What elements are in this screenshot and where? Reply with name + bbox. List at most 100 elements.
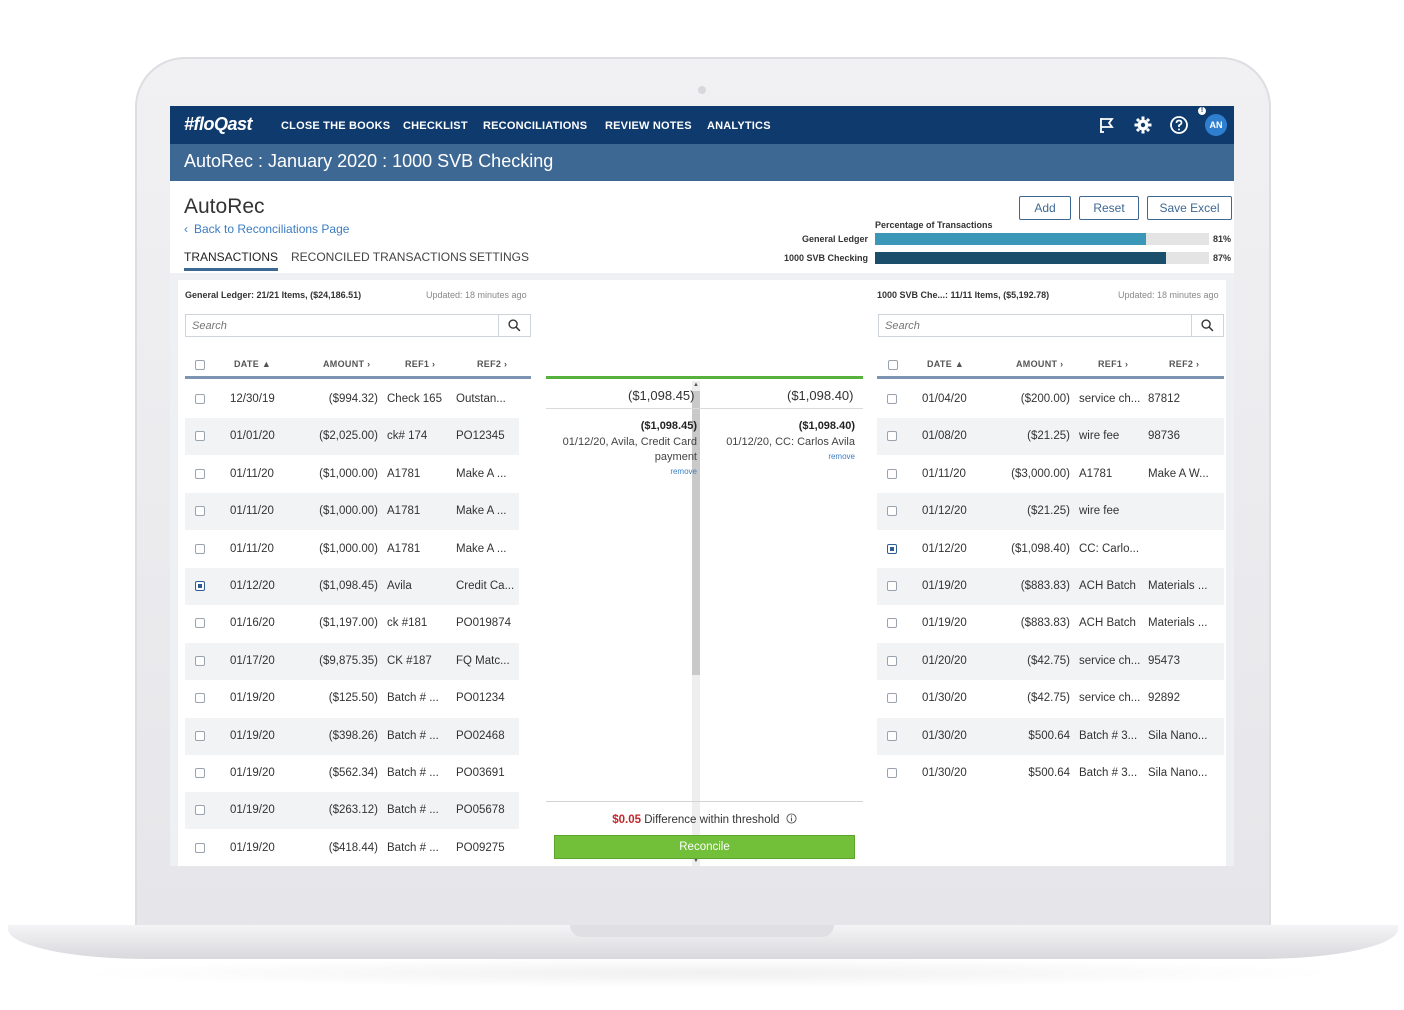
gl-row-checkbox[interactable]	[195, 431, 205, 442]
gl-row-checkbox[interactable]	[195, 543, 205, 554]
gl-col-ref1[interactable]: REF1 ›	[405, 359, 436, 369]
bank-row-checkbox[interactable]	[887, 655, 897, 666]
gl-search-input[interactable]	[186, 315, 498, 336]
tab-reconciled-transactions[interactable]: RECONCILED TRANSACTIONS	[291, 250, 467, 264]
bank-col-ref1[interactable]: REF1 ›	[1098, 359, 1129, 369]
bank-table-row[interactable]: 01/04/20 ($200.00) service ch... 87812	[877, 381, 1224, 418]
gl-table-row[interactable]: 01/19/20 ($263.12) Batch # ... PO05678	[185, 792, 519, 830]
bank-row-checkbox[interactable]	[887, 431, 897, 442]
gl-percentage-fill	[875, 233, 1146, 245]
gl-table-row[interactable]: 12/30/19 ($994.32) Check 165 Outstan...	[185, 381, 519, 418]
reset-button[interactable]: Reset	[1079, 196, 1139, 220]
bank-col-amount[interactable]: AMOUNT ›	[1016, 359, 1064, 369]
scroll-thumb[interactable]	[692, 391, 700, 675]
right-match-remove-link[interactable]: remove	[828, 452, 855, 461]
bank-cell-date: 01/04/20	[922, 393, 967, 405]
bank-cell-date: 01/30/20	[922, 767, 967, 779]
bank-row-checkbox[interactable]	[887, 506, 897, 517]
reconcile-button[interactable]: Reconcile	[554, 835, 855, 859]
bank-row-checkbox[interactable]	[887, 693, 897, 704]
gl-row-checkbox[interactable]	[195, 506, 205, 517]
gl-col-amount[interactable]: AMOUNT ›	[323, 359, 371, 369]
left-match-remove-link[interactable]: remove	[670, 467, 697, 476]
help-icon[interactable]	[1169, 115, 1189, 135]
gl-row-checkbox[interactable]	[195, 730, 205, 741]
nav-close-the-books[interactable]: CLOSE THE BOOKS	[281, 120, 391, 132]
scroll-down-icon[interactable]: ▼	[693, 858, 699, 864]
bank-row-checkbox[interactable]	[887, 618, 897, 629]
bank-row-checkbox[interactable]	[887, 468, 897, 479]
nav-checklist[interactable]: CHECKLIST	[403, 120, 468, 132]
gl-table-row[interactable]: 01/19/20 ($562.34) Batch # ... PO03691	[185, 755, 519, 792]
gl-select-all-checkbox[interactable]	[195, 360, 205, 370]
gl-row-checkbox[interactable]	[195, 581, 205, 591]
bank-table-row[interactable]: 01/19/20 ($883.83) ACH Batch Materials ...	[877, 568, 1224, 605]
gl-row-checkbox[interactable]	[195, 468, 205, 479]
gl-row-checkbox[interactable]	[195, 693, 205, 704]
gl-table-row[interactable]: 01/11/20 ($1,000.00) A1781 Make A ...	[185, 456, 519, 493]
bank-select-all-checkbox[interactable]	[888, 360, 898, 370]
save-excel-button[interactable]: Save Excel	[1147, 196, 1232, 220]
back-to-reconciliations-link[interactable]: ‹ Back to Reconciliations Page	[184, 222, 349, 236]
bank-table-row[interactable]: 01/11/20 ($3,000.00) A1781 Make A W...	[877, 456, 1224, 493]
avatar[interactable]: AN	[1205, 114, 1227, 136]
gl-table-row[interactable]: 01/11/20 ($1,000.00) A1781 Make A ...	[185, 493, 519, 531]
gl-cell-ref2: Credit Ca...	[456, 580, 515, 592]
gl-row-checkbox[interactable]	[195, 768, 205, 778]
gl-table-row[interactable]: 01/16/20 ($1,197.00) ck #181 PO019874	[185, 605, 519, 642]
bank-row-checkbox[interactable]	[887, 768, 897, 778]
nav-reconciliations[interactable]: RECONCILIATIONS	[483, 120, 588, 132]
left-match-desc-line1: 01/12/20, Avila, Credit Card	[562, 436, 697, 448]
gl-row-checkbox[interactable]	[195, 842, 205, 853]
gl-scrollbar[interactable]: ▲ ▼	[692, 381, 700, 866]
nav-review-notes[interactable]: REVIEW NOTES	[605, 120, 692, 132]
gl-table-row[interactable]: 01/01/20 ($2,025.00) ck# 174 PO12345	[185, 418, 519, 456]
bank-col-ref2[interactable]: REF2 ›	[1169, 359, 1200, 369]
bank-row-checkbox[interactable]	[887, 730, 897, 741]
gl-row-checkbox[interactable]	[195, 655, 205, 666]
gl-row-checkbox[interactable]	[195, 618, 205, 629]
bank-search-button[interactable]	[1191, 315, 1223, 336]
gl-row-checkbox[interactable]	[195, 805, 205, 816]
bank-cell-ref2: Make A W...	[1148, 467, 1209, 480]
bank-table-row[interactable]: 01/30/20 $500.64 Batch # 3... Sila Nano...	[877, 755, 1224, 792]
tab-transactions[interactable]: TRANSACTIONS	[184, 250, 279, 271]
gl-row-checkbox[interactable]	[195, 394, 205, 404]
bank-row-checkbox[interactable]	[887, 581, 897, 591]
bank-search-input[interactable]	[879, 315, 1191, 336]
gl-col-date[interactable]: DATE ▲	[234, 359, 272, 369]
info-icon[interactable]	[786, 813, 797, 824]
scroll-up-icon[interactable]: ▲	[693, 382, 699, 388]
bank-table-row[interactable]: 01/20/20 ($42.75) service ch... 95473	[877, 642, 1224, 680]
gl-cell-ref1: Batch # ...	[387, 692, 439, 705]
bank-cell-ref2: Sila Nano...	[1148, 729, 1208, 742]
floqast-logo[interactable]: #floQast	[184, 114, 253, 134]
gl-search-button[interactable]	[498, 315, 530, 336]
gl-table-row[interactable]: 01/17/20 ($9,875.35) CK #187 FQ Matc...	[185, 642, 519, 680]
gl-col-ref2[interactable]: REF2 ›	[477, 359, 508, 369]
gl-cell-ref2: Make A ...	[456, 542, 507, 555]
gl-table-row[interactable]: 01/11/20 ($1,000.00) A1781 Make A ...	[185, 531, 519, 568]
bank-row-checkbox[interactable]	[887, 543, 897, 554]
gl-table-row[interactable]: 01/19/20 ($398.26) Batch # ... PO02468	[185, 717, 519, 755]
gl-table-row[interactable]: 01/19/20 ($418.44) Batch # ... PO09275	[185, 830, 519, 866]
notification-badge[interactable]: !	[1198, 107, 1206, 115]
bank-table-row[interactable]: 01/12/20 ($1,098.40) CC: Carlo...	[877, 531, 1224, 568]
bank-row-checkbox[interactable]	[887, 394, 897, 404]
bank-table-row[interactable]: 01/08/20 ($21.25) wire fee 98736	[877, 418, 1224, 456]
bank-table-row[interactable]: 01/30/20 $500.64 Batch # 3... Sila Nano...	[877, 717, 1224, 755]
gear-icon[interactable]	[1133, 115, 1153, 135]
gl-table-row[interactable]: 01/19/20 ($125.50) Batch # ... PO01234	[185, 680, 519, 717]
bank-table-row[interactable]: 01/12/20 ($21.25) wire fee	[877, 493, 1224, 531]
tab-settings[interactable]: SETTINGS	[469, 250, 530, 264]
flag-icon[interactable]	[1097, 115, 1117, 135]
gl-table-row[interactable]: 01/12/20 ($1,098.45) Avila Credit Ca...	[185, 568, 519, 605]
gl-percentage-value: 81%	[1213, 234, 1232, 244]
bank-table-row[interactable]: 01/30/20 ($42.75) service ch... 92892	[877, 680, 1224, 717]
nav-analytics[interactable]: ANALYTICS	[707, 120, 771, 132]
bank-col-date[interactable]: DATE ▲	[927, 359, 965, 369]
bank-table-row[interactable]: 01/19/20 ($883.83) ACH Batch Materials ...	[877, 605, 1224, 642]
bank-cell-ref1: service ch...	[1079, 692, 1141, 705]
bank-percentage-label: 1000 SVB Checking	[783, 253, 868, 263]
add-button[interactable]: Add	[1019, 196, 1071, 220]
